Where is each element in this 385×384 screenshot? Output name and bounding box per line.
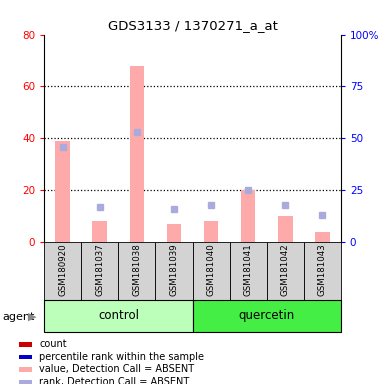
Text: value, Detection Call = ABSENT: value, Detection Call = ABSENT [39, 364, 194, 374]
Bar [315, 232, 330, 242]
Text: rank, Detection Call = ABSENT: rank, Detection Call = ABSENT [39, 377, 189, 384]
Text: GSM181040: GSM181040 [206, 244, 216, 296]
Bar [192, 242, 229, 300]
Bar [278, 216, 293, 242]
Text: ▶: ▶ [28, 312, 36, 322]
Bar [44, 300, 192, 332]
Text: control: control [98, 310, 139, 322]
Bar [192, 300, 341, 332]
Text: quercetin: quercetin [238, 310, 295, 322]
Bar [19, 380, 32, 384]
Text: GSM180920: GSM180920 [58, 244, 67, 296]
Bar [129, 66, 144, 242]
Bar [119, 242, 156, 300]
Bar [44, 242, 81, 300]
Text: GSM181041: GSM181041 [244, 244, 253, 296]
Title: GDS3133 / 1370271_a_at: GDS3133 / 1370271_a_at [107, 19, 278, 32]
Bar [241, 190, 256, 242]
Text: GSM181039: GSM181039 [169, 244, 179, 296]
Bar [92, 221, 107, 242]
Bar [55, 141, 70, 242]
Text: GSM181037: GSM181037 [95, 244, 104, 296]
Text: GSM181038: GSM181038 [132, 244, 141, 296]
Bar [19, 342, 32, 346]
Text: agent: agent [2, 312, 34, 322]
Bar [167, 224, 181, 242]
Bar [304, 242, 341, 300]
Bar [19, 355, 32, 359]
Text: percentile rank within the sample: percentile rank within the sample [39, 352, 204, 362]
Bar [19, 367, 32, 372]
Bar [81, 242, 119, 300]
Bar [156, 242, 192, 300]
Bar [229, 242, 266, 300]
Bar [267, 242, 304, 300]
Text: count: count [39, 339, 67, 349]
Text: GSM181043: GSM181043 [318, 244, 327, 296]
Text: GSM181042: GSM181042 [281, 244, 290, 296]
Bar [204, 221, 218, 242]
